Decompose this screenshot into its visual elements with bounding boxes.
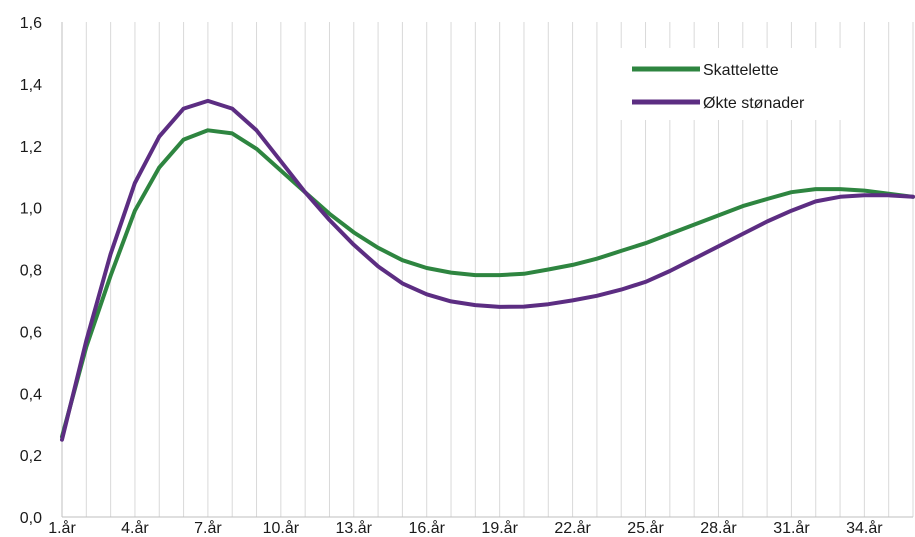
x-tick-label: 34.år xyxy=(846,519,883,537)
y-tick-label: 1,0 xyxy=(20,201,42,218)
series-line-0 xyxy=(60,128,915,439)
y-tick-label: 1,2 xyxy=(20,139,42,156)
x-tick-label: 10.år xyxy=(263,519,300,537)
series-lines xyxy=(60,98,915,442)
legend: Skattelette Økte stønader xyxy=(620,48,862,120)
x-tick-label: 19.år xyxy=(481,519,518,537)
x-tick-label: 16.år xyxy=(408,519,445,537)
x-tick-label: 25.år xyxy=(627,519,664,537)
legend-label-skattelette: Skattelette xyxy=(703,62,779,79)
y-tick-label: 0,0 xyxy=(20,510,42,527)
x-tick-label: 28.år xyxy=(700,519,737,537)
y-tick-label: 0,2 xyxy=(20,448,42,465)
legend-box xyxy=(620,48,862,120)
x-tick-label: 7.år xyxy=(194,519,222,537)
x-tick-labels: 1.år 4.år 7.år 10.år 13.år 16.år 19.år 22.år 25.… xyxy=(48,519,883,537)
x-tick-label: 22.år xyxy=(554,519,591,537)
y-tick-label: 0,6 xyxy=(20,324,42,341)
y-tick-label: 1,6 xyxy=(20,15,42,32)
x-tick-label: 31.år xyxy=(773,519,810,537)
y-tick-label: 1,4 xyxy=(20,77,42,94)
y-tick-label: 0,4 xyxy=(20,386,42,403)
x-tick-label: 1.år xyxy=(48,519,76,537)
series-line-1 xyxy=(60,98,915,442)
y-tick-label: 0,8 xyxy=(20,263,42,280)
x-tick-label: 4.år xyxy=(121,519,149,537)
x-tick-label: 13.år xyxy=(336,519,373,537)
y-tick-labels: 0,0 0,2 0,4 0,6 0,8 1,0 1,2 1,4 1,6 xyxy=(20,15,42,527)
legend-label-okte-stonader: Økte stønader xyxy=(703,95,805,112)
